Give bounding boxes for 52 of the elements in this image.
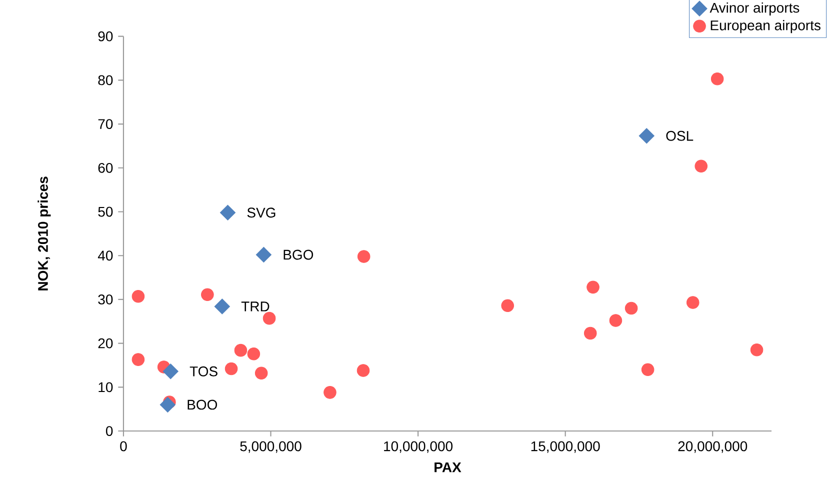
point bbox=[162, 364, 178, 380]
point bbox=[132, 290, 145, 303]
point bbox=[586, 280, 600, 294]
point bbox=[262, 312, 276, 325]
annotation: SVG bbox=[247, 208, 276, 218]
annotation: OSL bbox=[666, 130, 694, 141]
x-tick-label: 15,000,000 bbox=[531, 441, 600, 453]
point bbox=[224, 362, 238, 376]
point bbox=[201, 288, 214, 302]
y-tick-label: 50 bbox=[98, 206, 113, 217]
annotation: BGO bbox=[284, 250, 314, 260]
point bbox=[234, 344, 248, 357]
x-tick-label: 0 bbox=[120, 441, 127, 452]
point bbox=[584, 326, 597, 340]
y-tick-label: 90 bbox=[98, 31, 113, 42]
point bbox=[324, 386, 336, 399]
y-tick-label: 40 bbox=[98, 250, 113, 261]
point bbox=[356, 364, 370, 377]
y-tick-label: 20 bbox=[98, 338, 113, 348]
y-axis-title: NOK, 2010 prices bbox=[38, 176, 51, 290]
y-tick-label: 60 bbox=[98, 162, 113, 173]
legend-label: Avinor airports bbox=[710, 2, 800, 16]
point bbox=[710, 72, 724, 86]
x-tick-label: 20,000,000 bbox=[678, 441, 748, 453]
point bbox=[357, 250, 370, 263]
point bbox=[750, 343, 764, 356]
legend-label: European airports bbox=[710, 20, 820, 34]
point bbox=[694, 160, 708, 173]
y-tick-label: 80 bbox=[98, 75, 113, 86]
x-axis-title: PAX bbox=[434, 462, 462, 472]
annotation: TOS bbox=[190, 366, 218, 376]
y-tick-label: 30 bbox=[98, 294, 113, 304]
point bbox=[686, 296, 700, 309]
annotation: TRD bbox=[241, 302, 270, 312]
point bbox=[609, 314, 622, 327]
annotation: BOO bbox=[188, 400, 218, 410]
point bbox=[501, 299, 514, 312]
x-tick-label: 10,000,000 bbox=[384, 441, 453, 453]
point bbox=[214, 298, 230, 314]
point bbox=[624, 302, 638, 315]
point bbox=[256, 246, 272, 263]
point bbox=[220, 204, 236, 220]
y-tick-label: 0 bbox=[106, 426, 113, 436]
point bbox=[638, 128, 654, 144]
point bbox=[641, 363, 654, 376]
point bbox=[160, 396, 176, 413]
point bbox=[132, 353, 145, 366]
y-tick-label: 10 bbox=[98, 382, 113, 392]
y-tick-label: 70 bbox=[98, 119, 113, 129]
point bbox=[247, 347, 260, 360]
point bbox=[254, 366, 268, 380]
x-tick-label: 5,000,000 bbox=[240, 441, 302, 453]
